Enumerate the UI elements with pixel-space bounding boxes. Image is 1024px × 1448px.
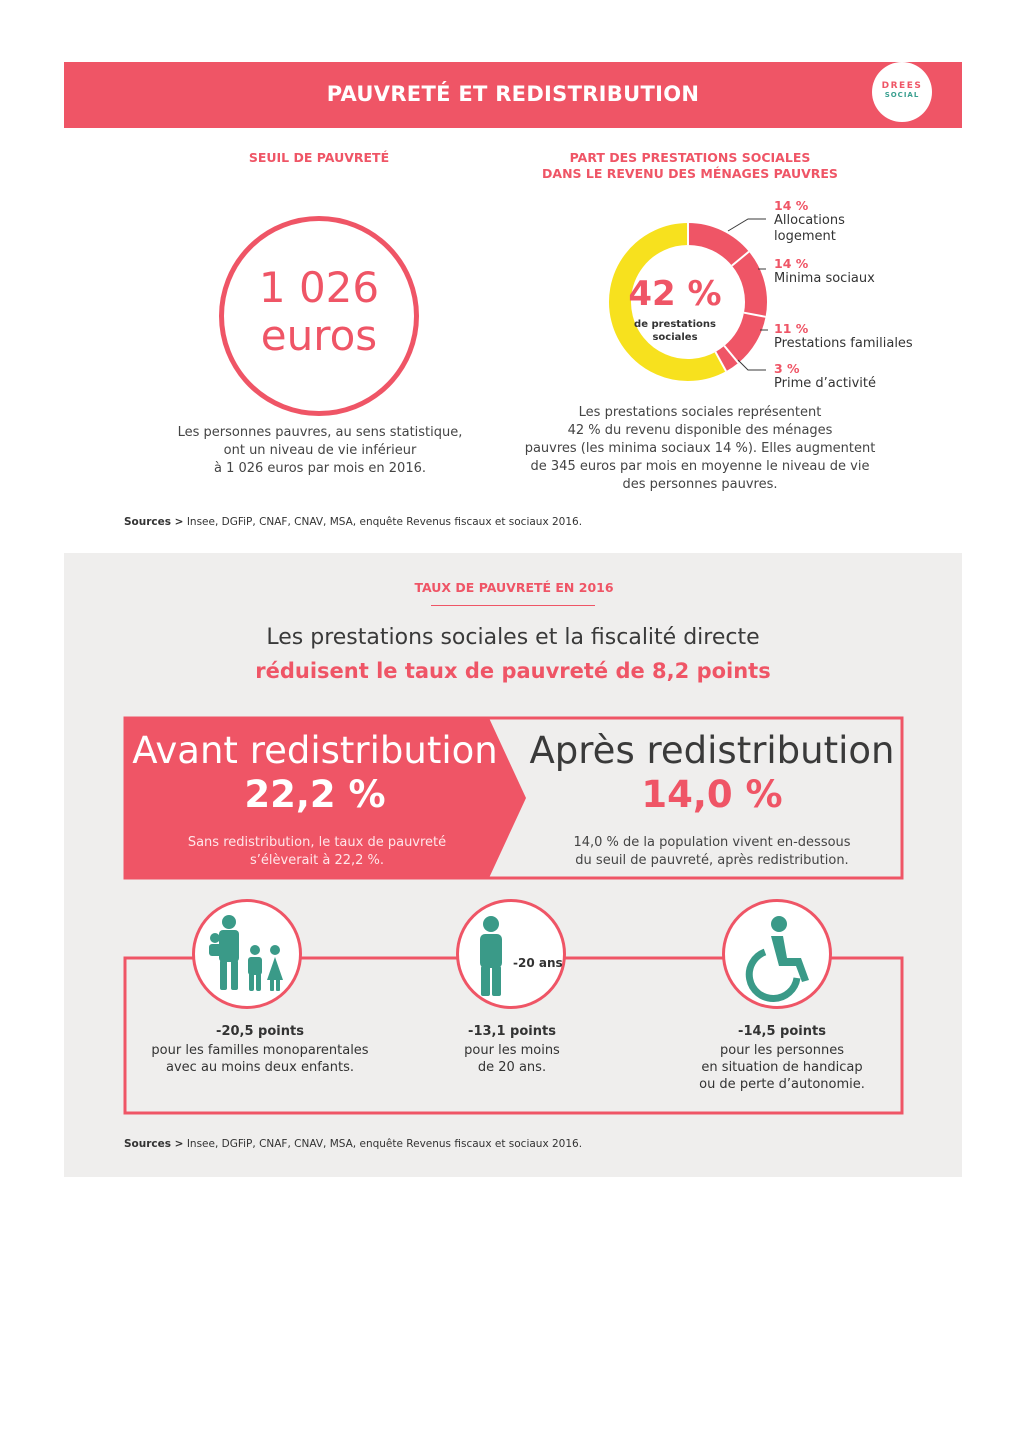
benefits-desc-line: des personnes pauvres. — [622, 477, 778, 492]
benefits-share-title: PART DES PRESTATIONS SOCIALES DANS LE RE… — [520, 150, 860, 182]
legend-pct-family: 11 % — [774, 321, 809, 336]
benefits-title-line: DANS LE REVENU DES MÉNAGES PAUVRES — [542, 166, 838, 181]
before-desc-line: s’élèverait à 22,2 %. — [249, 853, 385, 868]
after-desc-line: 14,0 % de la population vivent en-dessou… — [573, 835, 851, 850]
family-icon — [209, 915, 283, 991]
poverty-line-amount: 1 026 — [258, 263, 380, 312]
before-label: Avant redistribution — [132, 729, 498, 772]
sources-bottom: Sources > Insee, DGFiP, CNAF, CNAV, MSA,… — [124, 1138, 582, 1150]
leader-line-activity — [737, 359, 766, 371]
title-underline — [431, 605, 595, 606]
group-points-family: -20,5 points — [216, 1024, 304, 1039]
group-desc-line: pour les moins — [464, 1043, 560, 1058]
logo-text-bottom: SOCIAL — [884, 91, 920, 99]
poverty-line-unit: euros — [260, 311, 378, 360]
legend-pct-housing: 14 % — [774, 198, 809, 213]
group-desc-disability: pour les personnes en situation de handi… — [662, 1042, 902, 1093]
poverty-line-description: Les personnes pauvres, au sens statistiq… — [150, 424, 490, 478]
page-title: PAUVRETÉ ET REDISTRIBUTION — [326, 82, 700, 106]
donut-slice-minima — [731, 251, 767, 317]
header-banner: PAUVRETÉ ET REDISTRIBUTION DREES SOCIAL — [64, 62, 962, 128]
person-icon — [480, 916, 502, 996]
family-icon-circle — [192, 899, 302, 1009]
legend-label-housing: Allocations logement — [774, 213, 845, 245]
group-desc-family: pour les familles monoparentales avec au… — [120, 1042, 400, 1076]
poverty-desc-line: Les personnes pauvres, au sens statistiq… — [177, 425, 463, 440]
legend-pct-activity: 3 % — [774, 361, 800, 376]
headline-line-2: réduisent le taux de pauvreté de 8,2 poi… — [255, 659, 771, 683]
group-desc-youth: pour les moins de 20 ans. — [392, 1042, 632, 1076]
sources-label: Sources > — [124, 1138, 184, 1150]
before-arrow-shape — [125, 718, 526, 878]
headline-line-1: Les prestations sociales et la fiscalité… — [266, 625, 760, 650]
poverty-rate-title: TAUX DE PAUVRETÉ EN 2016 — [414, 580, 614, 595]
donut-slice-family — [723, 312, 766, 363]
legend-label-line: Allocations — [774, 213, 845, 228]
age-tag: -20 ans — [513, 956, 563, 970]
legend-label-line: logement — [774, 229, 836, 244]
poverty-desc-line: à 1 026 euros par mois en 2016. — [213, 461, 427, 476]
benefits-donut-chart — [609, 218, 768, 381]
group-desc-line: avec au moins deux enfants. — [166, 1060, 354, 1075]
sources-top: Sources > Insee, DGFiP, CNAF, CNAV, MSA,… — [124, 516, 582, 528]
logo-text-top: DREES — [881, 81, 923, 91]
after-label: Après redistribution — [529, 729, 895, 772]
donut-center-label: de prestations sociales — [628, 318, 722, 344]
group-desc-line: pour les personnes — [719, 1043, 844, 1058]
poverty-line-circle: 1 026 euros — [219, 216, 419, 416]
donut-separator — [731, 250, 750, 267]
after-value: 14,0 % — [641, 773, 783, 816]
drees-logo: DREES SOCIAL — [872, 62, 932, 122]
group-desc-line: pour les familles monoparentales — [151, 1043, 369, 1058]
donut-center-value: 42 % — [628, 274, 722, 314]
donut-separator — [743, 311, 766, 318]
before-value: 22,2 % — [244, 773, 386, 816]
benefits-share-description: Les prestations sociales représentent 42… — [490, 404, 910, 494]
legend-leader-lines — [727, 218, 768, 371]
donut-label-line: de prestations — [634, 319, 716, 330]
legend-label-activity: Prime d’activité — [774, 376, 876, 391]
group-desc-line: en situation de handicap — [701, 1060, 863, 1075]
person-icon-circle: -20 ans — [456, 899, 566, 1009]
legend-label-minima: Minima sociaux — [774, 271, 875, 286]
legend-label-family: Prestations familiales — [774, 336, 913, 351]
donut-label-line: sociales — [652, 332, 698, 343]
group-desc-line: ou de perte d’autonomie. — [699, 1077, 865, 1092]
benefits-desc-line: 42 % du revenu disponible des ménages — [567, 423, 833, 438]
sources-label: Sources > — [124, 516, 184, 528]
group-desc-line: de 20 ans. — [477, 1060, 547, 1075]
benefits-desc-line: Les prestations sociales représentent — [578, 405, 822, 420]
sources-text: Insee, DGFiP, CNAF, CNAV, MSA, enquête R… — [186, 516, 583, 528]
after-description: 14,0 % de la population vivent en-dessou… — [512, 834, 912, 870]
poverty-desc-line: ont un niveau de vie inférieur — [223, 443, 417, 458]
sources-text: Insee, DGFiP, CNAF, CNAV, MSA, enquête R… — [186, 1138, 583, 1150]
redistribution-compare-box — [123, 716, 904, 880]
donut-slice-housing — [687, 223, 749, 267]
before-desc-line: Sans redistribution, le taux de pauvreté — [187, 835, 447, 850]
benefits-desc-line: de 345 euros par mois en moyenne le nive… — [530, 459, 870, 474]
leader-line-housing — [727, 218, 766, 232]
poverty-line-title: SEUIL DE PAUVRETÉ — [248, 150, 390, 165]
before-description: Sans redistribution, le taux de pauvreté… — [140, 834, 494, 870]
group-points-youth: -13,1 points — [468, 1024, 556, 1039]
donut-slice-remainder — [609, 223, 727, 381]
after-desc-line: du seuil de pauvreté, après redistributi… — [575, 853, 849, 868]
donut-separator — [714, 351, 727, 372]
wheelchair-icon — [745, 916, 809, 1002]
wheelchair-icon-circle — [722, 899, 832, 1009]
legend-pct-minima: 14 % — [774, 256, 809, 271]
benefits-desc-line: pauvres (les minima sociaux 14 %). Elles… — [524, 441, 876, 456]
benefits-title-line: PART DES PRESTATIONS SOCIALES — [569, 150, 811, 165]
group-points-disability: -14,5 points — [738, 1024, 826, 1039]
donut-separator — [723, 345, 740, 364]
